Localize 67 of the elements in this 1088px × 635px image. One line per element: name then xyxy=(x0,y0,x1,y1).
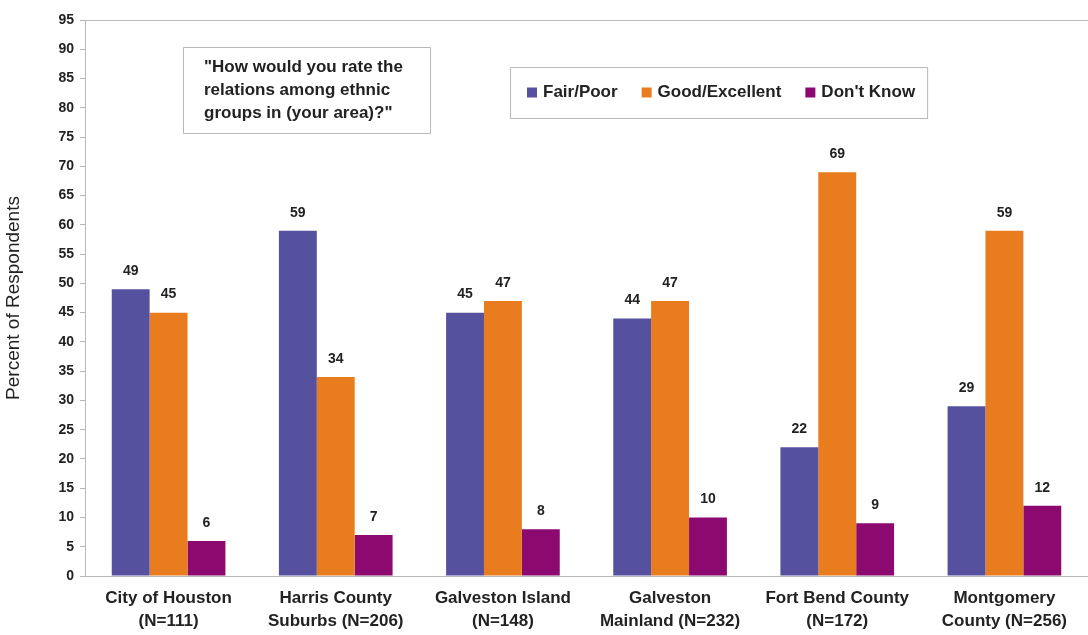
bar xyxy=(947,406,986,576)
x-tick-label: Fort Bend County (N=172) xyxy=(765,587,910,631)
data-label: 10 xyxy=(700,490,716,507)
bar xyxy=(689,517,727,576)
y-tick-label: 65 xyxy=(58,186,75,203)
bar xyxy=(856,523,895,576)
y-tick-label: 70 xyxy=(58,157,75,174)
x-tick-label: Harris County Suburbs (N=206) xyxy=(267,587,404,631)
data-label: 44 xyxy=(624,291,641,308)
data-label: 8 xyxy=(536,502,545,519)
y-tick-label: 80 xyxy=(58,98,75,115)
y-tick-label: 75 xyxy=(58,127,75,144)
x-tick-label: City of Houston (N=111) xyxy=(105,587,232,631)
data-label: 7 xyxy=(369,507,378,524)
data-label: 9 xyxy=(871,496,880,513)
data-label: 34 xyxy=(327,349,344,366)
y-tick-label: 60 xyxy=(58,215,75,232)
y-tick-label: 90 xyxy=(58,40,75,57)
bar xyxy=(818,172,857,576)
y-tick-label: 30 xyxy=(58,391,75,408)
bar xyxy=(446,312,484,576)
data-label: 29 xyxy=(958,379,975,396)
y-tick-label: 15 xyxy=(58,479,75,496)
legend-label: Good/Excellent xyxy=(657,82,782,102)
bar xyxy=(187,540,226,576)
x-tick-label: Galveston Island (N=148) xyxy=(434,587,571,631)
bar xyxy=(521,529,560,576)
y-tick-label: 5 xyxy=(66,537,75,554)
data-label: 22 xyxy=(791,420,808,437)
x-tick-label: Galveston Mainland (N=232) xyxy=(599,587,741,631)
y-tick-label: 45 xyxy=(58,303,75,320)
data-label: 45 xyxy=(457,285,474,302)
y-axis-title: Percent of Respondents xyxy=(1,196,23,400)
y-tick-label: 85 xyxy=(58,69,75,86)
data-label: 47 xyxy=(495,273,511,290)
bar xyxy=(354,535,393,576)
data-label: 49 xyxy=(122,262,139,279)
y-tick-label: 20 xyxy=(58,449,75,466)
data-label: 12 xyxy=(1034,478,1051,495)
data-label: 69 xyxy=(829,145,846,162)
annotation: "How would you rate the relations among ethnic groups in (your area)?" xyxy=(204,56,403,122)
y-tick-label: 0 xyxy=(66,566,75,583)
bar xyxy=(111,289,150,576)
data-label: 45 xyxy=(160,285,177,302)
y-tick-label: 55 xyxy=(58,244,75,261)
y-tick-label: 95 xyxy=(58,10,75,27)
x-tick-label: Montgomery County (N=256) xyxy=(941,587,1067,631)
y-tick-label: 50 xyxy=(58,274,75,291)
data-label: 47 xyxy=(662,273,679,290)
bar xyxy=(316,377,355,576)
bar xyxy=(985,230,1024,576)
bar xyxy=(780,447,819,576)
bar xyxy=(149,312,188,576)
data-label: 59 xyxy=(996,203,1013,220)
data-label: 59 xyxy=(290,203,306,220)
y-tick-label: 35 xyxy=(58,362,75,379)
bar xyxy=(278,230,317,576)
bar xyxy=(483,300,522,576)
legend-label: Fair/Poor xyxy=(543,82,619,102)
y-tick-label: 10 xyxy=(58,508,75,525)
y-tick-label: 40 xyxy=(58,332,75,349)
y-tick-label: 25 xyxy=(58,420,75,437)
bar xyxy=(651,300,690,576)
legend-label: Don't Know xyxy=(821,82,916,102)
data-label: 6 xyxy=(202,513,211,530)
bar xyxy=(1023,505,1062,576)
bar xyxy=(613,318,652,576)
